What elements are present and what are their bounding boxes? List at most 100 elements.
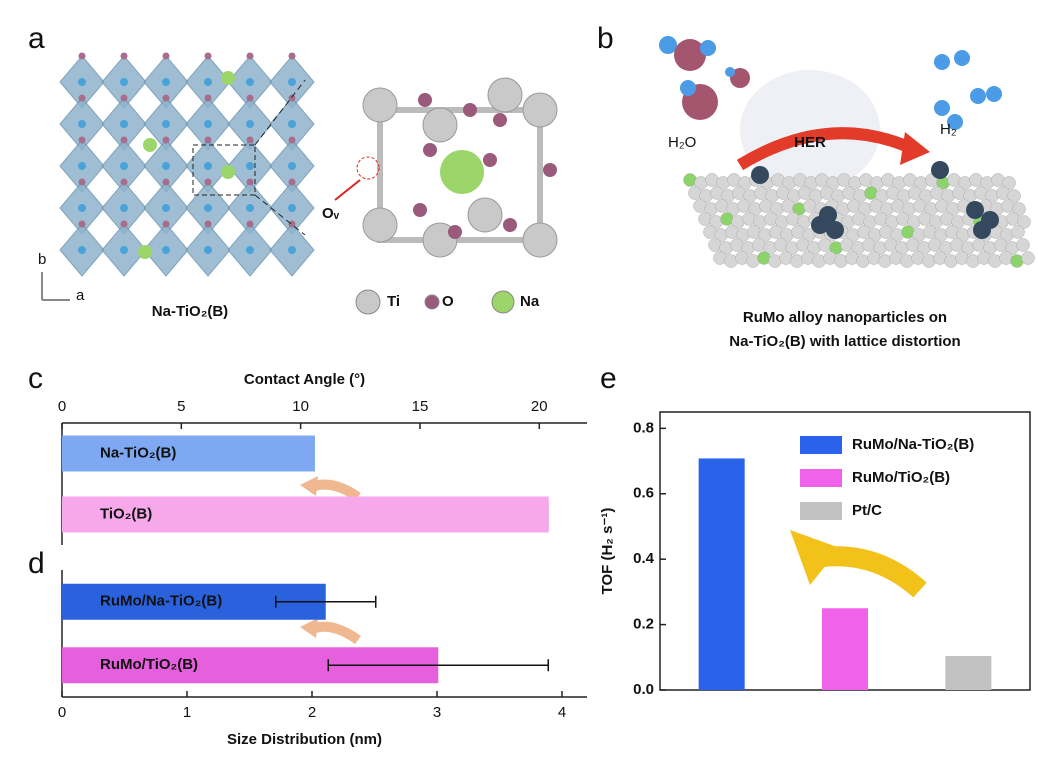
lattice-atom bbox=[1011, 225, 1025, 239]
ti-atom bbox=[120, 204, 128, 212]
x-axis-title: Contact Angle (°) bbox=[244, 371, 365, 388]
o-atom bbox=[78, 136, 86, 144]
vacancy-label: Oᵥ bbox=[322, 205, 340, 222]
alloy-particle bbox=[966, 201, 984, 219]
ti-atom bbox=[487, 77, 523, 113]
o-atom bbox=[288, 220, 296, 228]
ti-atom bbox=[120, 78, 128, 86]
ti-atom bbox=[204, 204, 212, 212]
ti-atom bbox=[162, 78, 170, 86]
o-atom bbox=[204, 178, 212, 186]
caption: RuMo alloy nanoparticles on bbox=[743, 309, 947, 326]
axes-arrows bbox=[41, 272, 70, 301]
o-atom bbox=[463, 103, 477, 117]
illustrations bbox=[41, 36, 1035, 645]
ti-atom bbox=[78, 120, 86, 128]
ti-atom bbox=[120, 246, 128, 254]
ti-atom bbox=[162, 246, 170, 254]
panel-label: d bbox=[28, 547, 45, 580]
o-atom bbox=[418, 93, 432, 107]
h2-atom bbox=[934, 54, 950, 70]
na-atom bbox=[221, 71, 235, 85]
o-atom bbox=[288, 178, 296, 186]
lattice-atom bbox=[1016, 238, 1030, 252]
ti-atom bbox=[422, 107, 458, 143]
lattice-atom bbox=[1007, 189, 1021, 203]
vacancy bbox=[356, 156, 380, 180]
ti-atom bbox=[162, 162, 170, 170]
o-atom bbox=[204, 52, 212, 60]
legend-label: RuMo/Na-TiO₂(B) bbox=[852, 436, 974, 453]
legend-label: Na bbox=[520, 293, 540, 310]
arrow bbox=[307, 479, 361, 502]
x-tick-label: 2 bbox=[308, 704, 316, 721]
o-atom bbox=[423, 143, 437, 157]
x-tick-label: 4 bbox=[558, 704, 566, 721]
bar bbox=[62, 435, 315, 472]
ti-atom bbox=[78, 204, 86, 212]
na-atom bbox=[138, 245, 152, 259]
error-bar bbox=[327, 659, 549, 672]
o-atom bbox=[78, 220, 86, 228]
panel-label: b bbox=[597, 22, 614, 55]
ti-atom bbox=[362, 207, 398, 243]
o-atom bbox=[246, 52, 254, 60]
reaction-arrow bbox=[736, 127, 918, 171]
bar-label: Na-TiO₂(B) bbox=[100, 444, 176, 461]
o-atom bbox=[120, 220, 128, 228]
legend-label: RuMo/TiO₂(B) bbox=[852, 469, 950, 486]
ti-atom bbox=[204, 246, 212, 254]
o-atom bbox=[162, 94, 170, 102]
bar bbox=[822, 608, 868, 690]
arrow bbox=[307, 621, 361, 645]
o-atom bbox=[162, 220, 170, 228]
caption: Na-TiO₂(B) bbox=[152, 303, 228, 320]
o-atom bbox=[246, 178, 254, 186]
ti-atom bbox=[288, 78, 296, 86]
o-atom bbox=[78, 94, 86, 102]
zoom-lines bbox=[254, 79, 306, 236]
vacancy-arrow bbox=[334, 179, 361, 201]
o-atom bbox=[162, 52, 170, 60]
y-tick-label: 0.6 bbox=[633, 485, 654, 502]
o-atom bbox=[503, 218, 517, 232]
ti-atom bbox=[246, 120, 254, 128]
na-atom bbox=[143, 138, 157, 152]
ti-atom bbox=[204, 162, 212, 170]
na-atom bbox=[440, 150, 484, 194]
x-tick-label: 0 bbox=[58, 398, 66, 415]
x-tick-label: 3 bbox=[433, 704, 441, 721]
ti-atom bbox=[120, 162, 128, 170]
bar-label: RuMo/Na-TiO₂(B) bbox=[100, 593, 222, 610]
ti-atom bbox=[162, 120, 170, 128]
panel-label: e bbox=[600, 362, 617, 395]
ti-atom bbox=[522, 222, 558, 258]
h2-atom bbox=[934, 100, 950, 116]
lattice-atom bbox=[1012, 202, 1026, 216]
h2-atom bbox=[986, 86, 1002, 102]
legend-swatch bbox=[800, 436, 842, 454]
x-tick-label: 10 bbox=[292, 398, 309, 415]
o-atom bbox=[483, 153, 497, 167]
o-atom bbox=[204, 136, 212, 144]
ti-atom bbox=[362, 87, 398, 123]
arrow-head bbox=[300, 618, 318, 638]
ti-atom bbox=[78, 246, 86, 254]
o-atom bbox=[246, 220, 254, 228]
o-atom bbox=[204, 94, 212, 102]
legend-label: Ti bbox=[387, 293, 400, 310]
h2-atom bbox=[970, 88, 986, 104]
legend-atom bbox=[491, 290, 515, 314]
x-tick-label: 20 bbox=[531, 398, 548, 415]
o-atom bbox=[246, 94, 254, 102]
ti-atom bbox=[204, 78, 212, 86]
o-atom bbox=[288, 94, 296, 102]
x-tick-label: 1 bbox=[183, 704, 191, 721]
ti-atom bbox=[288, 162, 296, 170]
legend-swatch bbox=[800, 502, 842, 520]
bar bbox=[698, 458, 745, 690]
ti-atom bbox=[288, 246, 296, 254]
y-axis-title: TOF (H₂ s⁻¹) bbox=[599, 508, 616, 595]
molecule bbox=[674, 39, 706, 71]
